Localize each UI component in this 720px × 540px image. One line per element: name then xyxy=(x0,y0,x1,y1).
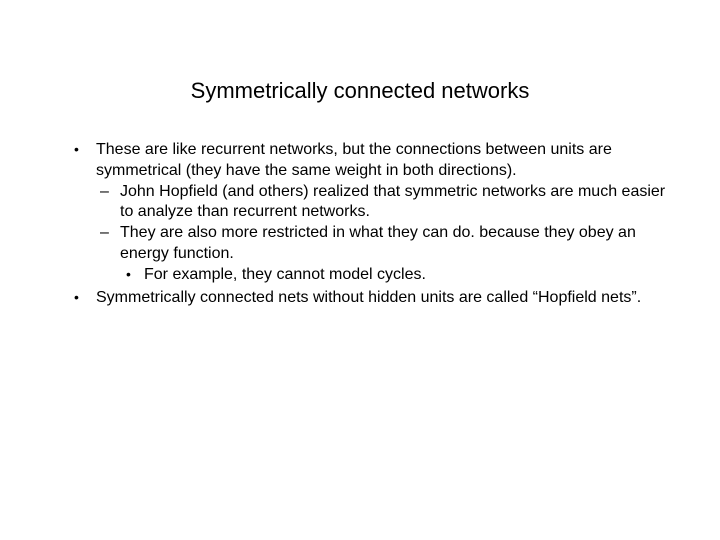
slide-body: These are like recurrent networks, but t… xyxy=(68,140,668,310)
bullet-text: Symmetrically connected nets without hid… xyxy=(96,289,641,306)
list-item: John Hopfield (and others) realized that… xyxy=(96,182,668,224)
list-item: They are also more restricted in what th… xyxy=(96,223,668,285)
bullet-text: They are also more restricted in what th… xyxy=(120,224,636,262)
bullet-list-lvl1: These are like recurrent networks, but t… xyxy=(68,140,668,308)
slide-title: Symmetrically connected networks xyxy=(0,78,720,104)
list-item: Symmetrically connected nets without hid… xyxy=(68,288,668,309)
list-item: For example, they cannot model cycles. xyxy=(120,265,668,286)
list-item: These are like recurrent networks, but t… xyxy=(68,140,668,286)
bullet-text: John Hopfield (and others) realized that… xyxy=(120,183,665,221)
bullet-text: These are like recurrent networks, but t… xyxy=(96,141,612,179)
slide: Symmetrically connected networks These a… xyxy=(0,0,720,540)
bullet-text: For example, they cannot model cycles. xyxy=(144,266,426,283)
bullet-list-lvl2: John Hopfield (and others) realized that… xyxy=(96,182,668,286)
bullet-list-lvl3: For example, they cannot model cycles. xyxy=(120,265,668,286)
